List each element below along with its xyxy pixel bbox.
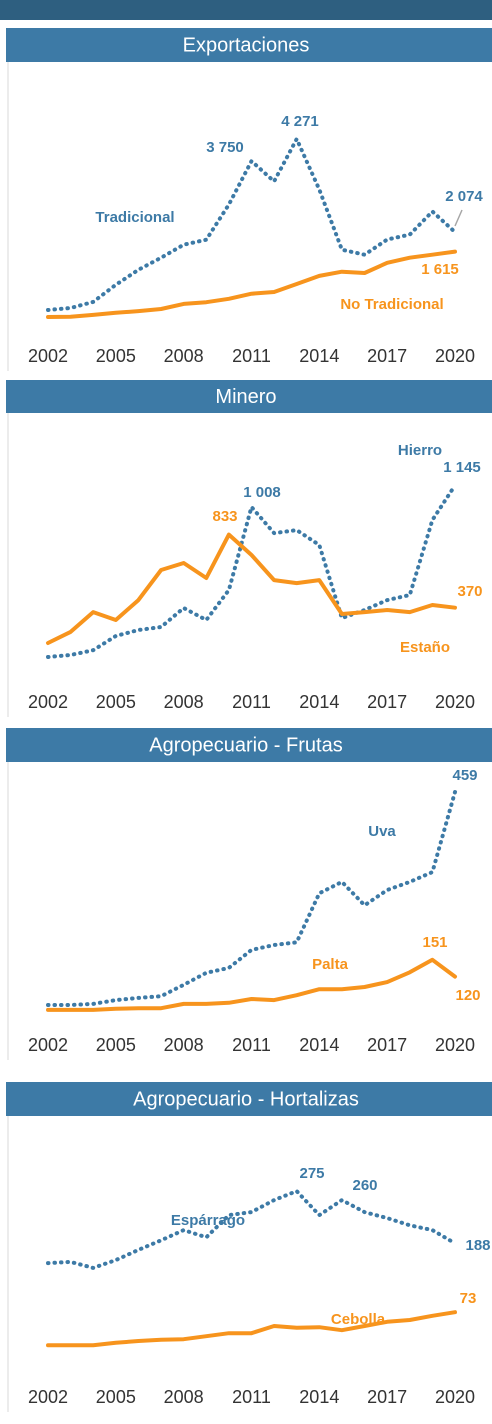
x-tick-label: 2017 <box>367 1035 407 1055</box>
x-tick-label: 2008 <box>164 1035 204 1055</box>
data-label: 1 008 <box>243 484 281 501</box>
data-label: 1 145 <box>443 459 481 476</box>
x-tick-label: 2020 <box>435 692 475 712</box>
series-label: Hierro <box>398 442 442 459</box>
panel-title: Minero <box>215 386 276 408</box>
data-label: 833 <box>212 508 237 525</box>
x-tick-label: 2005 <box>96 346 136 366</box>
data-label: 260 <box>352 1177 377 1194</box>
data-label: 73 <box>460 1290 477 1307</box>
series-line <box>46 137 457 312</box>
label-leader <box>454 209 463 227</box>
data-label: 3 750 <box>206 139 244 156</box>
x-tick-label: 2017 <box>367 346 407 366</box>
x-tick-label: 2008 <box>164 346 204 366</box>
x-tick-label: 2005 <box>96 1035 136 1055</box>
x-tick-label: 2005 <box>96 1387 136 1407</box>
x-tick-label: 2008 <box>164 1387 204 1407</box>
panel-title: Exportaciones <box>183 34 310 56</box>
x-tick-label: 2017 <box>367 1387 407 1407</box>
x-tick-label: 2002 <box>28 692 68 712</box>
x-tick-label: 2020 <box>435 1387 475 1407</box>
data-label: 188 <box>465 1237 490 1254</box>
x-tick-label: 2005 <box>96 692 136 712</box>
series-line <box>46 957 457 1012</box>
series-label: Estaño <box>400 639 450 656</box>
x-tick-label: 2011 <box>232 346 271 366</box>
data-label: 151 <box>422 934 447 951</box>
x-tick-label: 2011 <box>232 692 271 712</box>
x-tick-label: 2008 <box>164 692 204 712</box>
series-label: No Tradicional <box>340 296 443 313</box>
x-tick-label: 2002 <box>28 346 68 366</box>
x-tick-label: 2014 <box>299 1387 339 1407</box>
series-line <box>46 249 457 319</box>
series-line <box>46 532 457 645</box>
panel-title: Agropecuario - Frutas <box>149 734 342 756</box>
series-label: Tradicional <box>95 209 174 226</box>
x-tick-label: 2020 <box>435 346 475 366</box>
x-tick-label: 2011 <box>232 1387 271 1407</box>
series-line <box>46 1310 457 1348</box>
data-label: 1 615 <box>421 261 459 278</box>
x-tick-label: 2002 <box>28 1387 68 1407</box>
data-label: 2 074 <box>445 188 483 205</box>
data-label: 120 <box>455 987 480 1004</box>
panel-header <box>6 380 492 413</box>
x-tick-label: 2002 <box>28 1035 68 1055</box>
data-label: 370 <box>457 583 482 600</box>
x-tick-label: 2020 <box>435 1035 475 1055</box>
series-line <box>46 483 457 659</box>
x-tick-label: 2014 <box>299 346 339 366</box>
panel-title: Agropecuario - Hortalizas <box>133 1088 359 1110</box>
data-label: 4 271 <box>281 113 319 130</box>
top-band <box>0 0 492 20</box>
series-line <box>46 790 457 1007</box>
series-label: Uva <box>368 823 396 840</box>
data-label: 459 <box>452 767 477 784</box>
panel-header <box>6 728 492 762</box>
x-tick-label: 2014 <box>299 692 339 712</box>
series-line <box>46 1189 457 1270</box>
series-label: Palta <box>312 956 349 973</box>
x-tick-label: 2011 <box>232 1035 271 1055</box>
series-label: Cebolla <box>331 1311 386 1328</box>
x-tick-label: 2014 <box>299 1035 339 1055</box>
series-label: Espárrago <box>171 1212 245 1229</box>
data-label: 275 <box>299 1165 324 1182</box>
x-tick-label: 2017 <box>367 692 407 712</box>
panel-header <box>6 1082 492 1116</box>
panel-header <box>6 28 492 62</box>
